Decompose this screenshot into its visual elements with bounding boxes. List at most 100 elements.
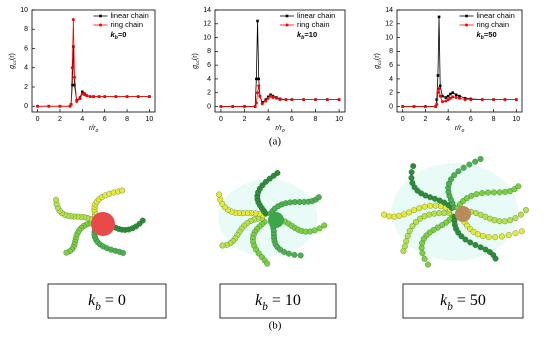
x-tick-label: 8	[492, 116, 496, 123]
snapshot-label-sub: b	[447, 301, 453, 313]
marker	[480, 98, 484, 102]
y-tick-label: 4	[207, 76, 211, 83]
bead	[479, 233, 486, 239]
y-tick-label: 6	[24, 45, 28, 52]
snapshot-label-tail: = 50	[453, 292, 486, 309]
marker	[103, 95, 107, 99]
marker	[284, 98, 288, 102]
bead	[436, 210, 443, 217]
marker	[412, 104, 416, 108]
marker	[72, 45, 75, 48]
bead	[477, 244, 484, 251]
bead	[496, 189, 503, 196]
marker	[75, 99, 79, 103]
marker	[92, 95, 95, 99]
y-axis-label: gcc(r)	[374, 53, 383, 69]
series-line	[220, 21, 340, 107]
bead	[409, 179, 416, 186]
legend-label: linear chain	[297, 11, 335, 20]
snapshot-glow	[218, 179, 318, 257]
legend-marker	[465, 23, 468, 27]
marker	[438, 94, 442, 98]
y-tick-label: 6	[389, 62, 393, 69]
bead	[473, 191, 480, 198]
x-tick-label: 2	[423, 116, 427, 123]
marker	[446, 98, 450, 102]
y-tick-label: 8	[207, 48, 211, 55]
plot-frame	[31, 9, 156, 113]
bead	[472, 242, 479, 248]
y-axis-label-sub: cc	[378, 60, 383, 65]
bead	[139, 217, 146, 224]
bead	[404, 233, 411, 239]
legend-marker	[285, 23, 289, 27]
label-box	[47, 283, 167, 319]
bead	[418, 245, 425, 251]
marker	[458, 94, 461, 98]
bead	[479, 190, 486, 197]
marker	[83, 93, 87, 97]
series-line	[402, 16, 517, 107]
marker	[438, 84, 442, 88]
marker	[260, 102, 264, 106]
panel-label: (a)	[269, 136, 282, 148]
marker	[437, 87, 441, 91]
bead	[432, 202, 439, 209]
legend-label: ring chain	[297, 20, 330, 29]
legend-label: linear chain	[477, 11, 515, 20]
x-tick-label: 10	[512, 116, 520, 123]
bead	[411, 207, 418, 214]
bead	[262, 178, 269, 185]
x-tick-label: 8	[314, 116, 318, 123]
panel-label: (b)	[269, 320, 282, 332]
x-tick-label: 4	[446, 116, 450, 123]
bead	[396, 212, 403, 219]
marker	[435, 102, 439, 106]
marker	[444, 96, 448, 99]
marker	[255, 77, 258, 81]
bead	[512, 230, 519, 237]
snapshot-label-sub: b	[262, 301, 268, 313]
marker	[70, 83, 74, 87]
bead	[403, 238, 410, 245]
y-tick-label: 12	[385, 21, 393, 28]
plot-frame	[214, 9, 346, 113]
y-tick-label: 0	[207, 103, 211, 110]
y-tick-label: 8	[24, 26, 28, 33]
x-axis-label-sub: 0	[95, 128, 98, 134]
marker	[258, 94, 262, 98]
marker	[454, 96, 458, 100]
annotation-tail: =50	[484, 30, 497, 39]
bead	[217, 196, 224, 203]
y-axis-label-sub: cc	[196, 60, 201, 65]
annotation-tail: =0	[118, 30, 127, 39]
marker	[243, 104, 247, 108]
y-tick-label: 6	[207, 62, 211, 69]
bead	[431, 210, 438, 217]
y-axis-label-main: g	[9, 65, 16, 69]
marker	[264, 99, 268, 103]
marker	[97, 95, 101, 99]
marker	[313, 98, 317, 102]
marker	[254, 101, 258, 105]
bead	[400, 248, 407, 254]
marker	[325, 98, 329, 102]
x-tick-label: 6	[103, 116, 107, 123]
bead	[391, 213, 398, 220]
y-tick-label: 4	[24, 65, 28, 72]
bead	[467, 239, 474, 246]
x-axis-label-main: r/r	[89, 125, 96, 132]
annotation-main: k	[477, 30, 482, 39]
annotation-tail: =10	[304, 30, 317, 39]
x-axis-label-sub: 0	[461, 128, 464, 134]
marker	[125, 95, 129, 99]
bead	[485, 234, 492, 240]
annotation: kb=0	[111, 30, 127, 41]
marker	[469, 98, 473, 102]
marker	[423, 104, 427, 108]
y-tick-label: 2	[389, 90, 393, 97]
x-axis-label-main: r/r	[455, 125, 462, 132]
marker	[451, 91, 454, 95]
annotation-main: k	[111, 30, 116, 39]
snapshot-label: kb = 50	[440, 292, 486, 313]
